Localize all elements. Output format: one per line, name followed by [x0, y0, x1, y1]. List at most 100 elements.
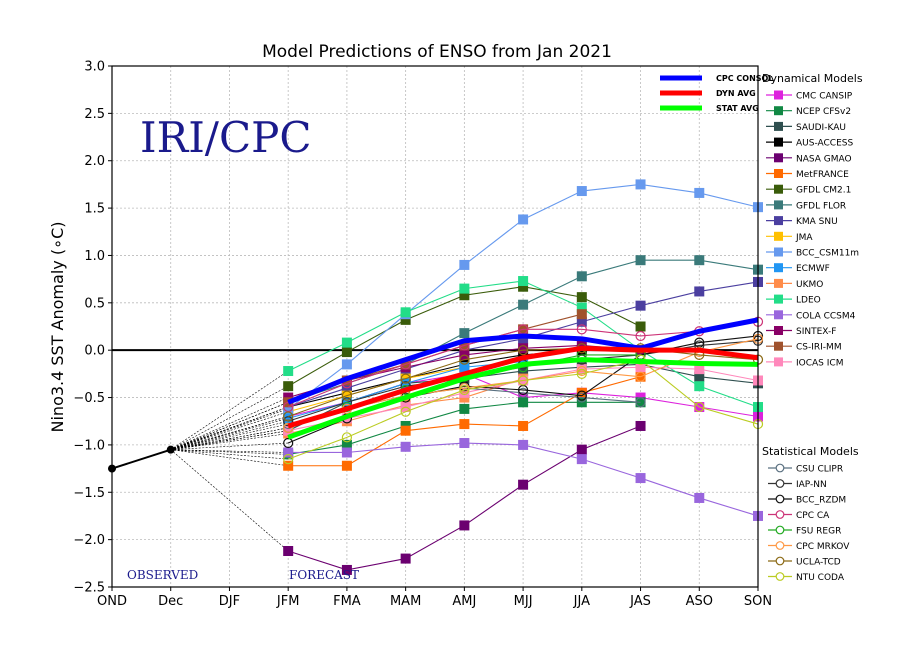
x-tick-label: Dec	[158, 594, 183, 609]
legend-label: AUS-ACCESS	[796, 139, 853, 149]
legend-label: NCEP CFSv2	[796, 107, 851, 117]
data-point	[635, 371, 646, 382]
legend-label: CMC CANSIP	[796, 92, 853, 102]
connector-line	[170, 449, 289, 460]
series-line-ucla-tcd	[287, 347, 759, 418]
data-point	[694, 371, 705, 382]
data-point	[283, 413, 294, 424]
connector-line	[170, 385, 289, 450]
averages-legend: CPC CONSOL DYN AVG STAT AVG	[660, 74, 773, 113]
legend-marker	[774, 357, 783, 367]
data-point	[694, 286, 705, 297]
legend-marker	[775, 510, 785, 519]
data-point	[400, 314, 411, 325]
data-point	[635, 255, 646, 266]
legend-label: UKMO	[796, 280, 823, 290]
x-tick-label: AMJ	[452, 594, 476, 609]
legend-marker	[774, 90, 783, 100]
legend-label: IAP-NN	[796, 480, 827, 490]
data-point	[283, 460, 294, 471]
data-point	[517, 375, 529, 386]
legend-marker	[775, 572, 785, 581]
data-point	[459, 362, 470, 373]
connector-line	[170, 449, 289, 552]
data-point	[459, 520, 470, 531]
legend-heading-statistical: Statistical Models	[762, 445, 859, 458]
data-point	[341, 359, 352, 370]
data-point	[283, 411, 294, 422]
legend-label: BCC_CSM11m	[796, 249, 859, 259]
legend-marker	[775, 463, 785, 473]
legend-label: SAUDI-KAU	[796, 123, 846, 133]
legend-label: KMA SNU	[796, 217, 838, 227]
x-tick-label: MJJ	[514, 594, 533, 609]
x-tick-label: DJF	[219, 594, 240, 609]
data-point	[518, 214, 529, 225]
data-point	[518, 439, 529, 450]
legend-label: CS-IRI-MM	[796, 343, 842, 353]
data-point	[518, 397, 529, 408]
data-point	[576, 302, 587, 313]
data-point	[341, 447, 352, 458]
data-point	[635, 179, 646, 190]
x-tick-label: JAS	[629, 594, 651, 609]
connector-line	[170, 423, 289, 450]
data-point	[459, 354, 470, 365]
x-tick-label: OND	[97, 594, 127, 609]
data-point	[341, 347, 352, 358]
connector-line	[170, 416, 289, 450]
connector-line	[170, 402, 289, 450]
data-point	[517, 345, 529, 356]
legend-label: GFDL FLOR	[796, 201, 846, 211]
data-point	[694, 381, 705, 392]
data-point	[576, 186, 587, 197]
data-point	[518, 479, 529, 490]
connector-line	[170, 449, 289, 467]
legend-marker	[774, 294, 783, 304]
series-line-ntu-coda	[287, 359, 759, 460]
data-point	[694, 255, 705, 266]
data-point	[576, 368, 587, 379]
legend-label: IOCAS ICM	[796, 358, 843, 368]
legend-label: NASA GMAO	[796, 154, 852, 164]
data-point	[694, 492, 705, 503]
data-point	[283, 437, 294, 449]
data-point	[459, 384, 470, 396]
data-point	[400, 406, 411, 417]
data-point	[283, 447, 294, 458]
data-point	[459, 403, 470, 414]
observed-point	[166, 445, 175, 454]
legend-label: CSU CLIPR	[796, 465, 843, 475]
avg-line-cpc-consol	[287, 317, 759, 405]
data-point	[400, 425, 411, 436]
connector-line	[170, 427, 289, 450]
legend-label: STAT AVG	[716, 104, 759, 113]
legend-marker	[774, 278, 783, 288]
observed-label: OBSERVED	[127, 568, 198, 582]
legend-marker	[774, 341, 783, 351]
avg-line-dyn-avg	[287, 345, 759, 429]
legend-label: UCLA-TCD	[796, 558, 841, 568]
legend-marker	[774, 216, 783, 226]
data-point	[517, 387, 529, 398]
data-point	[576, 340, 587, 351]
data-point	[400, 373, 411, 384]
chart-title: Model Predictions of ENSO from Jan 2021	[262, 42, 612, 62]
data-point	[341, 432, 353, 443]
data-point	[400, 553, 411, 564]
data-point	[459, 438, 470, 449]
data-point	[694, 364, 705, 375]
legend-label: NTU CODA	[796, 573, 845, 583]
legend-marker	[775, 479, 785, 488]
series-line-cpc-ca	[287, 321, 759, 408]
y-tick-label: 1.5	[84, 202, 105, 217]
data-point	[283, 546, 294, 557]
data-point	[459, 283, 470, 294]
data-point	[635, 321, 646, 332]
legend-marker	[775, 541, 785, 550]
data-point	[459, 259, 470, 270]
plot-area	[108, 179, 764, 575]
legend-marker	[774, 169, 783, 178]
x-tick-label: JFM	[276, 594, 300, 609]
data-point	[400, 441, 411, 452]
